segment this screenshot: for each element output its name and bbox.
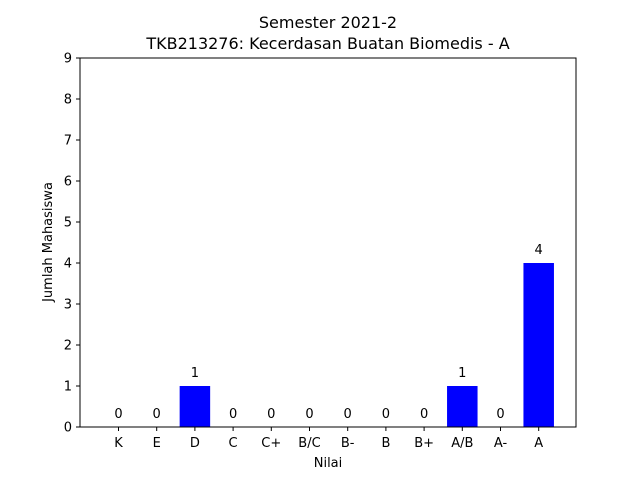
- bar-value-label: 0: [496, 407, 504, 422]
- x-tick-label: A/B: [451, 436, 473, 451]
- y-tick-label: 2: [64, 339, 72, 354]
- x-axis-label: Nilai: [314, 456, 343, 471]
- x-tick-label: D: [190, 436, 200, 451]
- y-tick-label: 3: [64, 298, 72, 313]
- bar-value-labels: 0 0 1 0 0 0 0 0 0 1 0 4: [114, 243, 542, 422]
- y-axis-ticks: 0 1 2 3 4 5 6 7 8 9: [64, 52, 80, 436]
- y-tick-label: 5: [64, 216, 72, 231]
- y-axis-label: Jumlah Mahasiswa: [41, 182, 56, 303]
- bar: [523, 263, 554, 427]
- y-tick-label: 0: [64, 421, 72, 436]
- bar-value-label: 0: [267, 407, 275, 422]
- bar-value-label: 0: [420, 407, 428, 422]
- x-tick-label: C: [229, 436, 238, 451]
- bar-value-label: 0: [114, 407, 122, 422]
- x-tick-label: A: [534, 436, 543, 451]
- bar-value-label: 0: [153, 407, 161, 422]
- plot-frame: [79, 57, 577, 428]
- x-tick-label: E: [153, 436, 161, 451]
- bar-value-label: 0: [229, 407, 237, 422]
- y-tick-label: 1: [64, 380, 72, 395]
- x-axis-ticks: K E D C C+ B/C B- B B+ A/B A- A: [114, 427, 543, 451]
- y-tick-label: 9: [64, 52, 72, 67]
- bar-value-label: 0: [382, 407, 390, 422]
- x-tick-label: B+: [414, 436, 434, 451]
- y-tick-label: 8: [64, 93, 72, 108]
- x-tick-label: C+: [261, 436, 281, 451]
- bar-value-label: 4: [535, 243, 543, 258]
- bars: [179, 263, 554, 427]
- bar-value-label: 0: [344, 407, 352, 422]
- chart-subtitle: TKB213276: Kecerdasan Buatan Biomedis - …: [145, 34, 509, 53]
- y-tick-label: 4: [64, 257, 72, 272]
- chart-title: Semester 2021-2: [259, 13, 397, 32]
- bar: [179, 386, 211, 427]
- bar-value-label: 1: [191, 366, 199, 381]
- x-tick-label: B: [381, 436, 390, 451]
- bar-value-label: 1: [458, 366, 466, 381]
- x-tick-label: B-: [341, 436, 355, 451]
- bar: [447, 386, 478, 427]
- y-tick-label: 6: [64, 175, 72, 190]
- bar-value-label: 0: [305, 407, 313, 422]
- y-tick-label: 7: [64, 134, 72, 149]
- x-tick-label: B/C: [298, 436, 320, 451]
- x-tick-label: K: [114, 436, 123, 451]
- x-tick-label: A-: [494, 436, 508, 451]
